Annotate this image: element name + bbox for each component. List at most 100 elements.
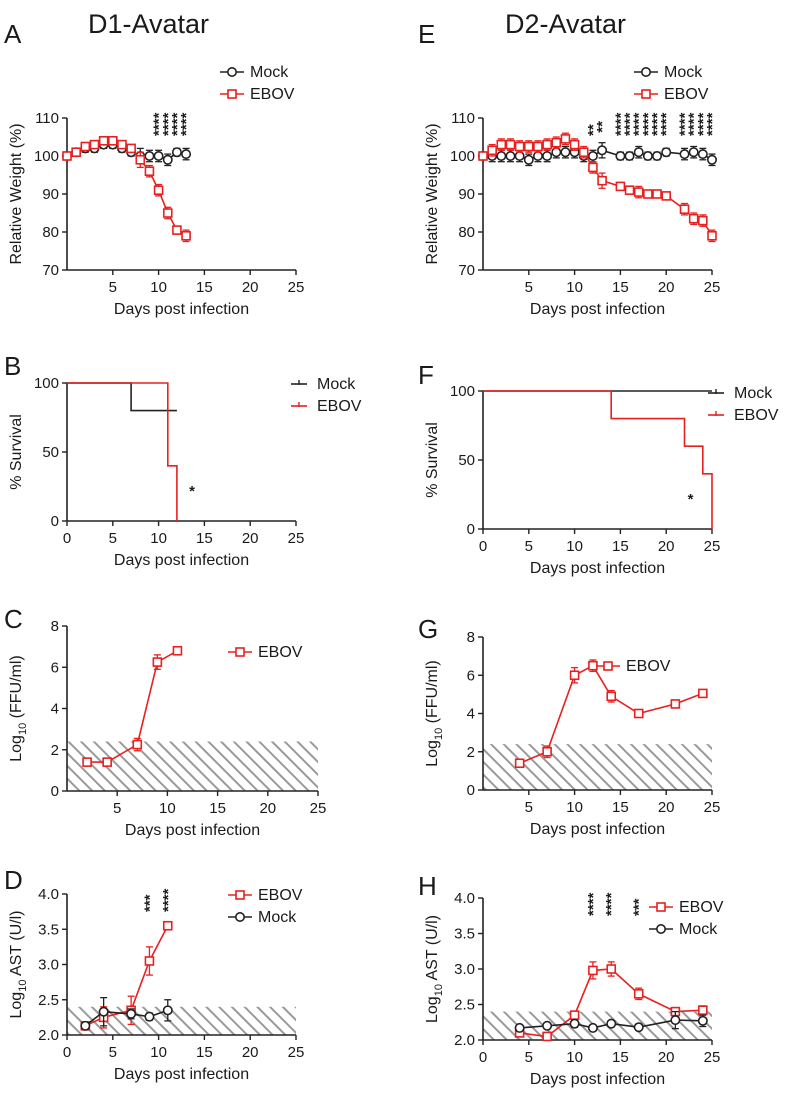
- x-tick-label: 0: [479, 538, 487, 555]
- x-tick-label: 10: [150, 279, 167, 296]
- data-point: [132, 739, 143, 750]
- x-tick-label: 20: [259, 800, 276, 817]
- legend-label: EBOV: [258, 644, 303, 661]
- data-point: [606, 964, 617, 974]
- data-point: [102, 757, 112, 767]
- x-tick-label: 5: [525, 799, 533, 816]
- y-tick-label: 3.5: [454, 926, 475, 943]
- x-tick-label: 20: [658, 279, 675, 296]
- data-point: [624, 151, 635, 162]
- legend-marker: [227, 67, 238, 78]
- x-tick-label: 15: [612, 279, 629, 296]
- data-point: [487, 145, 497, 156]
- y-tick-label: 6: [467, 667, 475, 684]
- y-tick-label: 6: [51, 659, 59, 676]
- data-point: [153, 151, 164, 162]
- data-point: [633, 989, 644, 999]
- legend-item-mock: Mock: [708, 385, 773, 402]
- data-point: [505, 139, 516, 150]
- x-tick-label: 10: [566, 538, 583, 555]
- legend-marker: [640, 67, 651, 78]
- series-ebov: [67, 382, 178, 521]
- data-point: [533, 141, 543, 152]
- data-point: [496, 151, 507, 162]
- data-point: [642, 151, 653, 162]
- y-tick-label: 50: [458, 452, 475, 469]
- data-point: [588, 660, 598, 671]
- data-point: [542, 139, 552, 150]
- panel-letter: E: [418, 19, 435, 49]
- data-point: [569, 139, 580, 150]
- data-point: [514, 1022, 525, 1033]
- data-point: [181, 231, 191, 241]
- significance-label: ****: [160, 112, 177, 136]
- data-point: [688, 147, 699, 158]
- x-tick-label: 5: [525, 538, 533, 555]
- data-point: [597, 145, 608, 156]
- y-axis-label: Log10 (FFU/ml): [8, 655, 29, 761]
- x-axis-label: Days post infection: [530, 821, 665, 838]
- y-tick-label: 3.0: [38, 957, 59, 974]
- data-point: [615, 151, 626, 162]
- series-mock: [514, 1010, 708, 1033]
- legend-marker: [641, 89, 651, 99]
- data-point: [514, 141, 525, 152]
- data-point: [108, 136, 118, 146]
- legend-marker: [656, 902, 666, 912]
- data-point: [172, 225, 182, 235]
- data-point: [523, 154, 534, 165]
- panel-b: B 0 50 100 0 5 10 15 20 25 Days post infection % Su…: [4, 351, 362, 569]
- x-tick-label: 10: [566, 1049, 583, 1066]
- data-point: [652, 189, 662, 199]
- panel-letter: D: [4, 865, 23, 895]
- data-point: [688, 213, 699, 224]
- x-tick-label: 15: [196, 279, 213, 296]
- significance-label: **: [594, 121, 611, 133]
- data-point: [542, 151, 553, 162]
- legend-item-mock: Mock: [634, 64, 703, 81]
- panel-letter: F: [418, 360, 434, 390]
- y-tick-label: 70: [458, 262, 475, 279]
- data-point: [523, 141, 534, 152]
- significance-label: ****: [178, 112, 195, 136]
- data-point: [551, 147, 562, 158]
- x-tick-label: 10: [150, 1044, 167, 1061]
- x-tick-label: 25: [704, 1049, 721, 1066]
- x-tick-label: 25: [288, 530, 305, 547]
- data-point: [89, 139, 100, 150]
- y-tick-label: 0: [467, 782, 475, 799]
- data-point: [144, 1011, 155, 1022]
- data-point: [181, 149, 192, 160]
- series-line: [67, 382, 177, 412]
- legend-label: EBOV: [626, 658, 671, 675]
- y-tick-label: 90: [42, 186, 59, 203]
- data-point: [144, 166, 155, 176]
- data-point: [643, 189, 653, 199]
- data-point: [633, 708, 644, 719]
- data-point: [171, 147, 182, 158]
- x-tick-label: 25: [704, 279, 721, 296]
- y-tick-label: 2: [467, 744, 475, 761]
- significance-label: ***: [631, 898, 648, 916]
- significance-label: ****: [677, 112, 694, 136]
- data-point: [144, 151, 155, 162]
- panel-letter: A: [4, 19, 22, 49]
- legend-label: Mock: [734, 385, 773, 402]
- data-point: [597, 175, 607, 186]
- significance-label: ****: [612, 112, 629, 136]
- y-tick-label: 3.0: [454, 961, 475, 978]
- y-tick-label: 3.5: [38, 921, 59, 938]
- legend-label: Mock: [679, 921, 718, 938]
- legend-item-ebov: EBOV: [220, 86, 295, 103]
- data-point: [588, 162, 598, 173]
- x-tick-label: 15: [209, 800, 226, 817]
- x-tick-label: 0: [63, 530, 71, 547]
- legend-item-ebov: EBOV: [708, 407, 779, 424]
- significance-label: ****: [622, 112, 639, 136]
- x-tick-label: 10: [566, 279, 583, 296]
- data-point: [117, 139, 127, 150]
- data-point: [652, 151, 663, 162]
- y-tick-label: 80: [42, 224, 59, 241]
- data-point: [624, 185, 635, 195]
